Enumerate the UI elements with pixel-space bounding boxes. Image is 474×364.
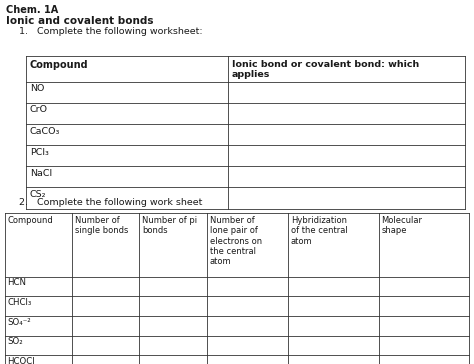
Text: Number of
single bonds: Number of single bonds [75, 216, 128, 235]
Text: Number of
lone pair of
electrons on
the central
atom: Number of lone pair of electrons on the … [210, 216, 262, 266]
Text: NaCl: NaCl [30, 169, 52, 178]
Text: Compound: Compound [30, 60, 89, 70]
Text: Chem. 1A: Chem. 1A [6, 5, 58, 15]
Text: CS₂: CS₂ [30, 190, 46, 199]
Text: Molecular
shape: Molecular shape [382, 216, 422, 235]
Text: CHCl₃: CHCl₃ [8, 298, 32, 307]
Text: NO: NO [30, 84, 44, 93]
Text: Hybridization
of the central
atom: Hybridization of the central atom [291, 216, 348, 246]
Text: CaCO₃: CaCO₃ [30, 127, 60, 135]
Text: 1.   Complete the following worksheet:: 1. Complete the following worksheet: [19, 27, 202, 36]
Text: HCOCl: HCOCl [8, 357, 35, 364]
Text: PCl₃: PCl₃ [30, 148, 49, 157]
Text: HCN: HCN [8, 278, 27, 287]
Text: 2.   Complete the following work sheet: 2. Complete the following work sheet [19, 198, 202, 207]
Text: Ionic and covalent bonds: Ionic and covalent bonds [6, 16, 153, 26]
Text: CrO: CrO [30, 106, 48, 114]
Text: Number of pi
bonds: Number of pi bonds [142, 216, 197, 235]
Text: SO₄⁻²: SO₄⁻² [8, 318, 31, 327]
Text: Ionic bond or covalent bond: which
applies: Ionic bond or covalent bond: which appli… [231, 60, 419, 79]
Text: SO₂: SO₂ [8, 337, 23, 346]
Text: Compound: Compound [8, 216, 54, 225]
